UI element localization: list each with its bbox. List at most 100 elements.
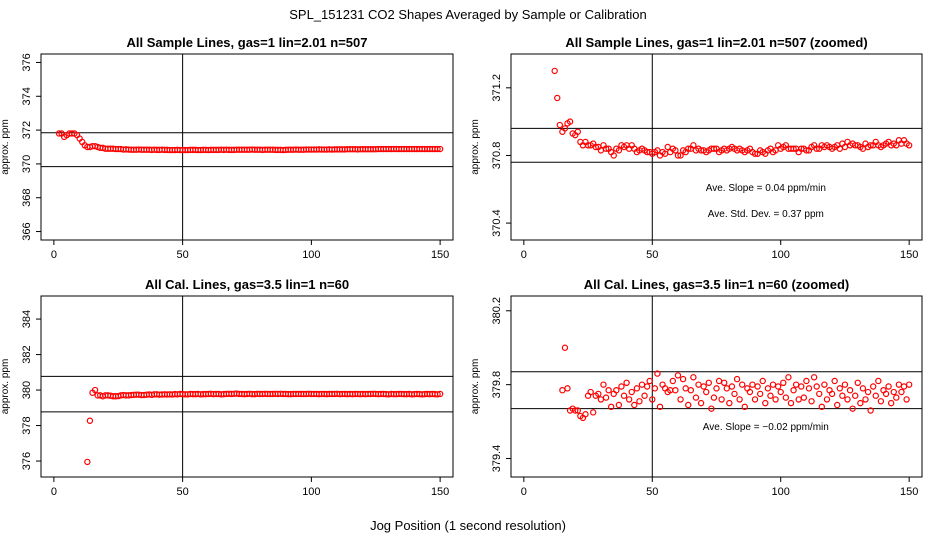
y-tick-label: 371.2 (491, 74, 503, 102)
data-point (790, 386, 797, 394)
data-point (610, 152, 617, 159)
data-point (559, 386, 566, 394)
data-point (708, 405, 715, 412)
y-tick-label: 380 (21, 381, 33, 399)
data-point (434, 145, 441, 153)
data-point (649, 396, 656, 403)
data-point (672, 147, 679, 154)
plot-frame (510, 53, 923, 241)
data-point (790, 145, 797, 152)
x-tick-label: 50 (646, 249, 658, 261)
data-point (551, 67, 558, 75)
data-point (846, 386, 854, 394)
data-point (654, 370, 661, 377)
data-point (703, 388, 710, 396)
y-tick-label: 376 (21, 452, 33, 470)
y-tick-label: 370.4 (491, 209, 503, 237)
data-point (759, 377, 766, 385)
data-point (857, 399, 864, 407)
data-point (751, 396, 759, 403)
data-point (885, 383, 892, 390)
data-point (754, 383, 761, 390)
data-point (572, 407, 579, 414)
data-point (638, 381, 646, 388)
y-axis-label: approx. ppm (0, 359, 11, 415)
x-tick-label: 100 (772, 486, 790, 498)
panel-title: All Sample Lines, gas=1 lin=2.01 n=507 (127, 35, 368, 50)
data-point (434, 391, 441, 398)
data-point (91, 386, 99, 394)
data-point (615, 401, 623, 409)
data-point (731, 390, 738, 398)
data-point (862, 396, 869, 403)
data-point (831, 377, 838, 385)
data-point (710, 145, 718, 152)
y-tick-label: 378 (21, 416, 33, 434)
data-point (803, 147, 810, 154)
x-tick-label: 100 (302, 486, 320, 498)
panel-annotation: Ave. Slope = −0.02 ppm/min (703, 422, 829, 433)
data-point (631, 401, 638, 409)
data-point (721, 379, 728, 387)
x-tick-label: 50 (177, 486, 189, 498)
data-point (615, 147, 623, 154)
data-point (767, 392, 774, 399)
data-point (566, 118, 574, 125)
panel-title: All Cal. Lines, gas=3.5 lin=1 n=60 (zoom… (584, 277, 850, 292)
data-point (859, 385, 867, 392)
x-tick-label: 0 (521, 486, 527, 498)
data-point (877, 398, 885, 405)
data-point (687, 386, 695, 394)
data-point (685, 401, 692, 409)
chart-panel-2: All Sample Lines, gas=1 lin=2.01 n=507 (… (470, 35, 923, 261)
data-point (821, 381, 828, 388)
chart-panel-1: All Sample Lines, gas=1 lin=2.01 n=507 ap… (0, 35, 454, 261)
data-point (590, 409, 597, 416)
data-point (772, 396, 779, 403)
data-point (651, 385, 659, 392)
x-tick-label: 150 (431, 249, 449, 261)
data-point (854, 379, 861, 387)
data-point (875, 377, 882, 385)
data-point (816, 390, 823, 398)
panel-title: All Cal. Lines, gas=3.5 lin=1 n=60 (145, 277, 349, 292)
data-point (84, 458, 91, 466)
data-point (436, 145, 444, 153)
data-point (841, 381, 849, 388)
data-point (700, 383, 707, 390)
data-point (828, 390, 836, 398)
data-point (620, 392, 628, 399)
data-point (785, 374, 792, 381)
data-point (849, 405, 856, 412)
data-point (646, 377, 653, 385)
data-point (726, 399, 733, 407)
data-point (677, 396, 684, 403)
data-point (780, 379, 787, 387)
y-tick-label: 376 (21, 53, 33, 71)
data-point (664, 143, 671, 151)
data-point (746, 388, 754, 396)
data-point (692, 394, 700, 401)
data-point (762, 399, 769, 407)
data-point (782, 394, 790, 401)
data-point (903, 396, 910, 403)
data-point (656, 403, 664, 411)
data-point (436, 390, 444, 398)
data-point (682, 385, 689, 392)
data-point (813, 145, 820, 152)
data-point (695, 381, 702, 388)
data-point (613, 386, 620, 394)
data-point (677, 152, 684, 159)
plot-frame (40, 53, 454, 241)
panel-title: All Sample Lines, gas=1 lin=2.01 n=507 (… (565, 35, 867, 50)
y-tick-label: 382 (21, 345, 33, 363)
data-point (803, 377, 810, 385)
data-point (898, 388, 905, 396)
data-point (628, 388, 635, 396)
y-axis-label: approx. ppm (470, 119, 481, 175)
data-point (690, 142, 697, 149)
data-point (852, 392, 859, 399)
y-tick-label: 372 (21, 121, 33, 139)
data-point (893, 394, 900, 401)
data-point (582, 411, 589, 418)
